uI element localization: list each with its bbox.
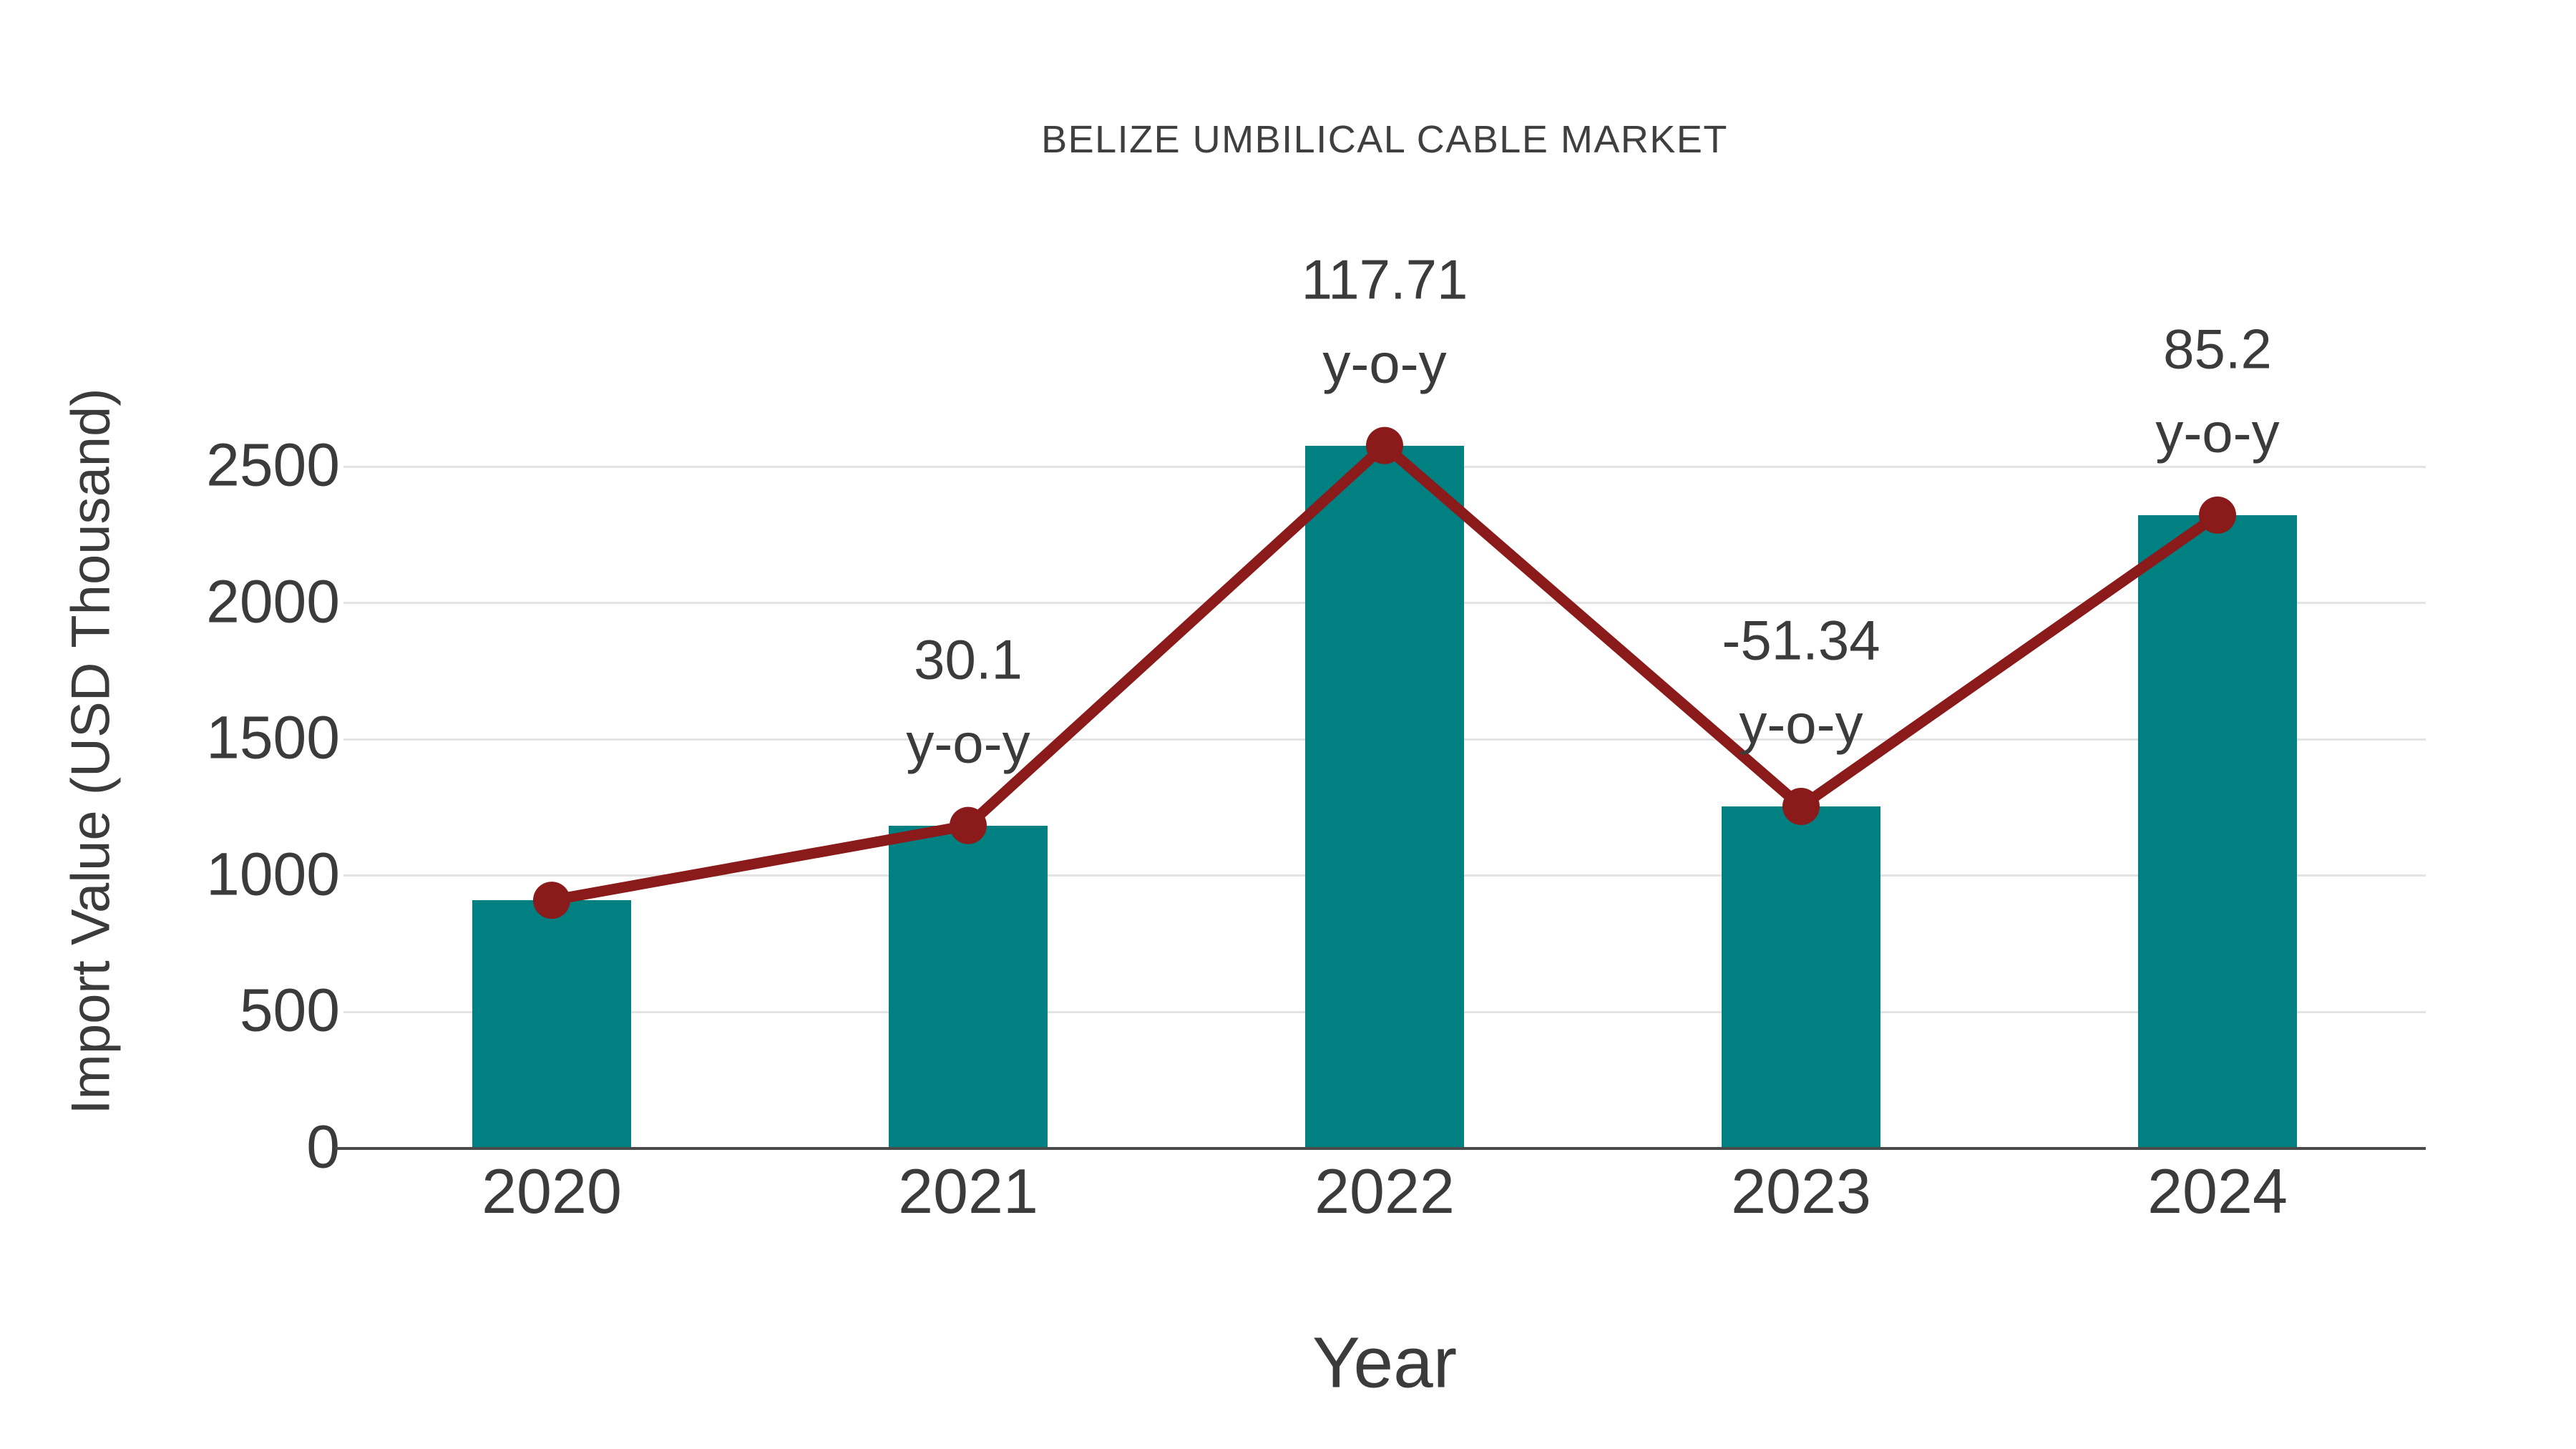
data-point-marker-2022 — [1366, 426, 1403, 464]
x-tick-label-2021: 2021 — [898, 1156, 1038, 1226]
yoy-trend-line — [550, 438, 2221, 906]
annotation-value-2023: -51.34 — [1722, 608, 1880, 672]
annotation-value-2022: 117.71 — [1301, 248, 1468, 311]
bar-2024 — [2138, 514, 2297, 1148]
x-tick-label-2022: 2022 — [1314, 1156, 1455, 1226]
annotation-value-2024: 85.2 — [2163, 317, 2272, 381]
chart-title: BELIZE UMBILICAL CABLE MARKET — [1041, 118, 1728, 161]
annotation-value-2021: 30.1 — [914, 628, 1023, 691]
y-tick-label-1000: 1000 — [206, 840, 340, 908]
annotation-label-2021: y-o-y — [906, 711, 1030, 775]
x-tick-label-2020: 2020 — [482, 1156, 622, 1226]
y-tick-label-2000: 2000 — [206, 567, 340, 635]
y-tick-label-500: 500 — [239, 976, 340, 1044]
bar-2021 — [889, 825, 1048, 1148]
x-tick-label-2023: 2023 — [1731, 1156, 1871, 1226]
bar-2023 — [1722, 806, 1880, 1148]
data-point-marker-2024 — [2199, 496, 2236, 534]
x-axis-line — [335, 1147, 2426, 1150]
annotation-label-2023: y-o-y — [1739, 692, 1863, 756]
bar-2022 — [1305, 445, 1464, 1148]
y-tick-label-2500: 2500 — [206, 431, 340, 499]
bar-2020 — [472, 900, 631, 1148]
data-point-marker-2021 — [950, 806, 987, 844]
data-point-marker-2023 — [1782, 787, 1820, 825]
annotation-label-2022: y-o-y — [1322, 331, 1447, 395]
x-tick-label-2024: 2024 — [2147, 1156, 2288, 1226]
annotation-label-2024: y-o-y — [2155, 401, 2280, 464]
y-tick-label-1500: 1500 — [206, 703, 340, 771]
data-point-marker-2020 — [533, 882, 570, 919]
x-axis-label: Year — [1312, 1322, 1458, 1403]
y-tick-label-0: 0 — [306, 1113, 340, 1181]
